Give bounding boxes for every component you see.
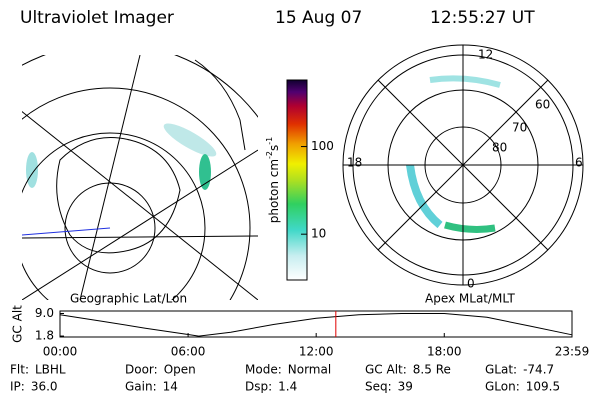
status-label: GLon: — [485, 380, 520, 394]
status-label: Dsp: — [245, 380, 272, 394]
instrument: Ultraviolet Imager — [20, 8, 174, 28]
unit: photon cm — [267, 159, 281, 223]
mlt-label: 12 — [478, 48, 493, 62]
x-tick-label: 12:00 — [299, 345, 334, 359]
status-value: 1.4 — [278, 380, 297, 394]
geo-map — [22, 55, 258, 300]
colorbar-tick-label: 100 — [311, 139, 334, 153]
x-tick-label: 06:00 — [171, 345, 206, 359]
status-label: GC Alt: — [365, 363, 407, 377]
status-value: 36.0 — [31, 380, 58, 394]
mlt-label: 18 — [347, 156, 362, 170]
colorbar-label: photon cm-2s-1 — [265, 137, 281, 224]
mlt-map — [342, 44, 584, 286]
status-label: Mode: — [245, 363, 282, 377]
mlt-label: 6 — [575, 156, 583, 170]
date: 15 Aug 07 — [275, 8, 362, 28]
status-label: IP: — [10, 380, 25, 394]
status-value: 109.5 — [526, 380, 560, 394]
unit: -1 — [265, 137, 274, 145]
unit: -2 — [265, 151, 274, 159]
colorbar — [286, 79, 308, 281]
map-label: Apex MLat/MLT — [425, 292, 515, 306]
status-value: Open — [164, 363, 196, 377]
status-label: GLat: — [485, 363, 517, 377]
colorbar-tick-label: 10 — [311, 227, 326, 241]
y-tick-label: 1.8 — [35, 329, 54, 343]
alt-ylabel: GC Alt — [11, 305, 25, 343]
status-label: Gain: — [125, 380, 157, 394]
status-label: Door: — [125, 363, 158, 377]
status-value: 39 — [398, 380, 413, 394]
map-label: Geographic Lat/Lon — [70, 292, 187, 306]
time: 12:55:27 UT — [430, 8, 535, 28]
x-tick-label: 23:59 — [555, 345, 590, 359]
altitude-line — [59, 313, 573, 337]
lat-label: 60 — [535, 98, 550, 112]
y-tick-label: 9.0 — [35, 306, 54, 320]
lat-label: 80 — [492, 141, 507, 155]
status-value: 8.5 Re — [413, 363, 451, 377]
status-value: 14 — [163, 380, 178, 394]
unit: s — [267, 145, 281, 151]
status-label: Seq: — [365, 380, 392, 394]
lat-label: 70 — [512, 121, 527, 135]
x-tick-label: 00:00 — [43, 345, 78, 359]
mlt-label: 0 — [467, 277, 475, 291]
status-label: Flt: — [10, 363, 29, 377]
x-tick-label: 18:00 — [427, 345, 462, 359]
status-value: LBHL — [35, 363, 66, 377]
status-value: Normal — [288, 363, 331, 377]
status-value: -74.7 — [523, 363, 554, 377]
